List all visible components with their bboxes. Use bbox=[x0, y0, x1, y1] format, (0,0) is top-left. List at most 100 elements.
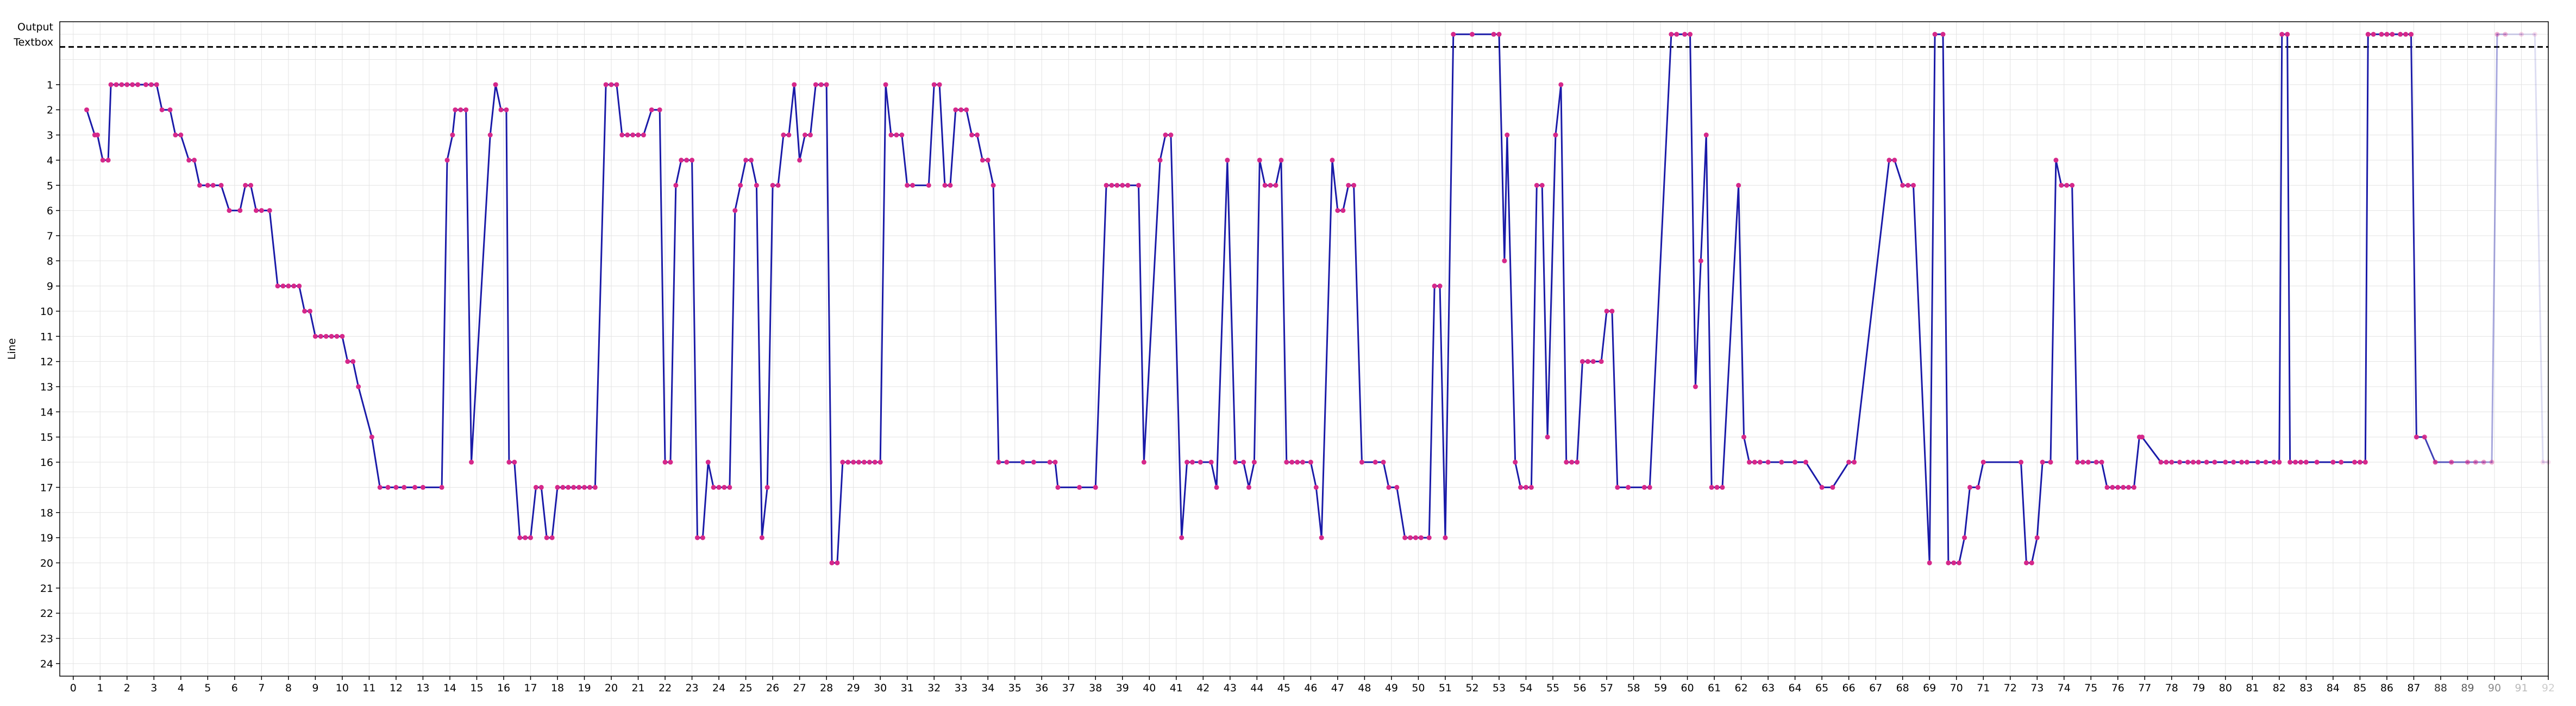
data-point bbox=[2481, 459, 2486, 465]
data-point bbox=[1136, 182, 1141, 188]
data-point bbox=[878, 459, 883, 465]
data-point bbox=[872, 459, 878, 465]
data-point bbox=[587, 484, 592, 490]
series-segment bbox=[1649, 33, 1672, 488]
data-point bbox=[1340, 208, 1346, 213]
data-point bbox=[1055, 484, 1061, 490]
data-point bbox=[1720, 484, 1725, 490]
x-tick-label: 80 bbox=[2219, 682, 2232, 694]
data-point bbox=[218, 182, 224, 188]
data-point bbox=[974, 133, 980, 138]
data-point bbox=[517, 535, 523, 540]
data-point bbox=[2518, 31, 2524, 37]
x-tick-label: 25 bbox=[739, 682, 753, 694]
data-point bbox=[1491, 31, 1496, 37]
x-tick-label: 34 bbox=[981, 682, 994, 694]
data-point bbox=[770, 182, 775, 188]
data-point bbox=[2239, 459, 2245, 465]
series-segment bbox=[1248, 461, 1255, 488]
series-segment bbox=[879, 84, 887, 463]
y-tick-label: 3 bbox=[47, 130, 53, 142]
data-point bbox=[1319, 535, 1324, 540]
data-point bbox=[2204, 459, 2209, 465]
data-point bbox=[186, 157, 192, 163]
series-segment bbox=[992, 184, 1000, 463]
data-point bbox=[964, 107, 969, 112]
data-point bbox=[861, 459, 867, 465]
data-point bbox=[625, 133, 630, 138]
data-point bbox=[1179, 535, 1184, 540]
series-line bbox=[86, 33, 2549, 564]
data-point bbox=[851, 459, 856, 465]
series-segment bbox=[352, 361, 360, 388]
x-tick-label: 60 bbox=[1681, 682, 1694, 694]
data-point bbox=[2059, 182, 2064, 188]
data-point bbox=[560, 484, 566, 490]
x-tick-label: 66 bbox=[1842, 682, 1856, 694]
x-tick-label: 16 bbox=[497, 682, 510, 694]
series-segment bbox=[987, 159, 994, 186]
series-segment bbox=[799, 134, 806, 161]
series-segment bbox=[1721, 184, 1740, 488]
data-point bbox=[1641, 484, 1647, 490]
data-point bbox=[453, 107, 458, 112]
series-segment bbox=[2020, 461, 2027, 564]
series-segment bbox=[1560, 84, 1568, 463]
x-tick-label: 18 bbox=[551, 682, 564, 694]
data-point bbox=[1609, 308, 1615, 314]
data-point bbox=[493, 82, 498, 87]
series-segment bbox=[701, 461, 709, 539]
data-point bbox=[592, 484, 598, 490]
data-point bbox=[1413, 535, 1418, 540]
data-point bbox=[711, 484, 716, 490]
x-tick-label: 78 bbox=[2165, 682, 2178, 694]
series-segment bbox=[107, 84, 112, 161]
x-tick-label: 1 bbox=[97, 682, 103, 694]
y-tick-label: 9 bbox=[47, 281, 53, 293]
data-point bbox=[694, 535, 700, 540]
y-tick-label: 11 bbox=[40, 331, 53, 343]
data-point bbox=[1077, 484, 1082, 490]
data-point bbox=[498, 107, 504, 112]
series-segment bbox=[268, 210, 279, 287]
data-point bbox=[2064, 182, 2070, 188]
y-tick-label: 13 bbox=[40, 381, 53, 393]
x-tick-label: 31 bbox=[901, 682, 914, 694]
data-point bbox=[948, 182, 953, 188]
data-point bbox=[1900, 182, 1906, 188]
data-point bbox=[1402, 535, 1408, 540]
y-tick-label: 23 bbox=[40, 633, 53, 645]
series-segment bbox=[809, 84, 817, 136]
data-point bbox=[2330, 459, 2336, 465]
data-point bbox=[1545, 434, 1550, 440]
series-segment bbox=[1912, 184, 1931, 564]
data-point bbox=[829, 560, 835, 565]
series-segment bbox=[2030, 537, 2038, 564]
x-tick-label: 56 bbox=[1573, 682, 1586, 694]
series-segment bbox=[885, 84, 892, 136]
x-tick-label: 38 bbox=[1089, 682, 1102, 694]
data-point bbox=[130, 82, 135, 87]
data-point bbox=[1308, 459, 1313, 465]
x-tick-label: 70 bbox=[1950, 682, 1963, 694]
data-point bbox=[412, 484, 418, 490]
data-point bbox=[1852, 459, 1857, 465]
x-tick-label: 21 bbox=[631, 682, 644, 694]
data-point bbox=[668, 459, 673, 465]
series-segment bbox=[358, 386, 373, 438]
data-point bbox=[2190, 459, 2196, 465]
x-tick-label: 32 bbox=[927, 682, 941, 694]
data-point bbox=[1585, 359, 1590, 364]
data-point bbox=[1553, 133, 1558, 138]
series-segment bbox=[465, 109, 473, 463]
data-point bbox=[582, 484, 587, 490]
data-point bbox=[2099, 459, 2104, 465]
data-point bbox=[1451, 31, 1456, 37]
data-point bbox=[1289, 459, 1295, 465]
x-tick-label: 11 bbox=[362, 682, 375, 694]
data-point bbox=[759, 535, 764, 540]
series-segment bbox=[616, 84, 623, 136]
data-point bbox=[1513, 459, 1518, 465]
data-point bbox=[888, 133, 894, 138]
